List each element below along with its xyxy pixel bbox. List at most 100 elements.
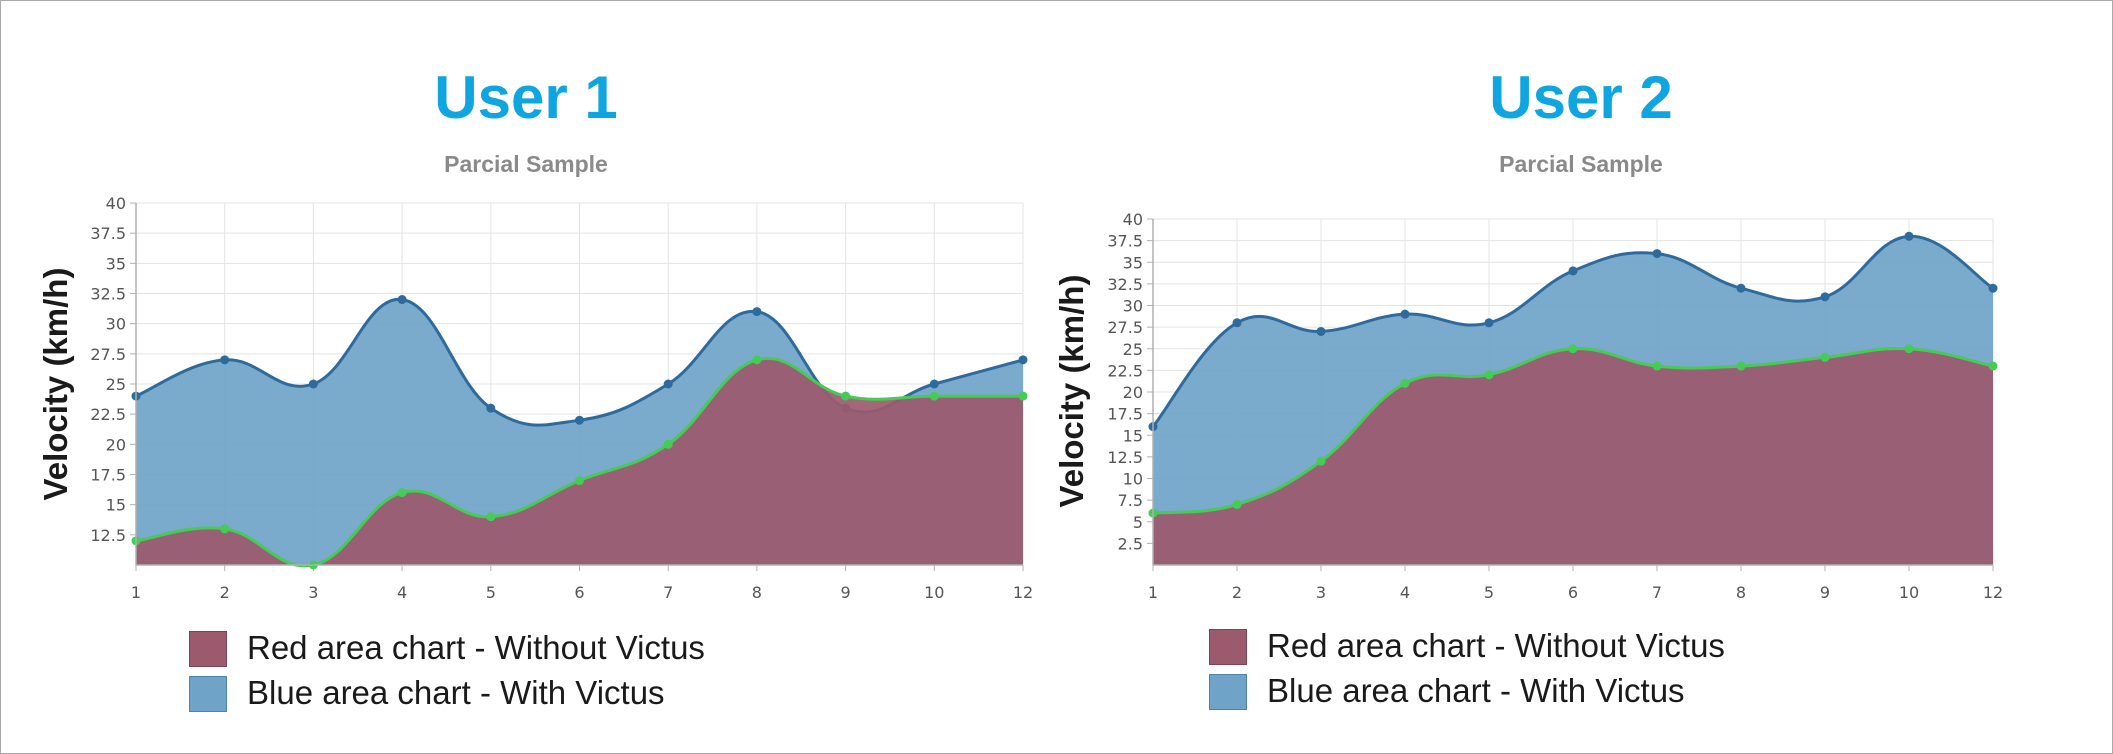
x-tick-label: 7: [663, 583, 673, 602]
data-point-blue: [1820, 292, 1830, 302]
x-tick-label: 10: [924, 583, 944, 602]
y-tick-label: 10: [1123, 470, 1143, 489]
data-point-red: [486, 512, 496, 522]
y-tick-label: 30: [1123, 297, 1143, 316]
y-tick-label: 27.5: [90, 345, 126, 364]
series-area-red: [136, 358, 1023, 566]
data-point-red: [397, 488, 407, 498]
data-point-blue: [663, 379, 673, 389]
chart-title: User 1: [434, 64, 618, 131]
chart-subtitle: Parcial Sample: [444, 151, 608, 177]
legend-swatch-blue: [189, 676, 227, 712]
y-tick-label: 17.5: [1107, 405, 1143, 424]
data-point-red: [1820, 352, 1830, 362]
x-tick-label: 4: [1400, 583, 1410, 602]
x-tick-label: 1: [1148, 583, 1158, 602]
y-tick-label: 30: [106, 315, 126, 334]
x-tick-label: 3: [1316, 583, 1326, 602]
y-tick-label: 22.5: [90, 405, 126, 424]
y-tick-label: 22.5: [1107, 361, 1143, 380]
y-tick-label: 40: [1123, 210, 1143, 229]
data-point-blue: [1736, 283, 1746, 293]
data-point-blue: [929, 379, 939, 389]
y-tick-label: 37.5: [1107, 232, 1143, 251]
data-point-blue: [486, 403, 496, 413]
data-point-blue: [1018, 355, 1028, 365]
data-point-red: [1652, 361, 1662, 371]
legend-label-blue: Blue area chart - With Victus: [247, 674, 665, 711]
y-tick-label: 7.5: [1118, 491, 1143, 510]
x-tick-label: 9: [841, 583, 851, 602]
legend-swatch-red: [189, 631, 227, 667]
y-tick-label: 12.5: [1107, 448, 1143, 467]
data-point-red: [1316, 456, 1326, 466]
data-point-blue: [1484, 318, 1494, 328]
data-point-red: [929, 391, 939, 401]
y-tick-label: 32.5: [1107, 275, 1143, 294]
x-tick-label: 3: [308, 583, 318, 602]
x-tick-label: 5: [1484, 583, 1494, 602]
data-point-blue: [1316, 326, 1326, 336]
y-tick-label: 40: [106, 194, 126, 213]
data-point-red: [1018, 391, 1028, 401]
x-tick-label: 6: [1568, 583, 1578, 602]
data-point-blue: [1400, 309, 1410, 319]
y-tick-label: 27.5: [1107, 318, 1143, 337]
y-tick-label: 15: [1123, 426, 1143, 445]
y-tick-label: 32.5: [90, 285, 126, 304]
chart-panel-user-1: User 1 Parcial Sample Velocity (km/h) 12…: [1, 1, 1051, 753]
y-tick-label: 17.5: [90, 466, 126, 485]
chart-panel-user-2: User 2 Parcial Sample Velocity (km/h) 2.…: [1051, 1, 2111, 753]
area-chart-plot: 2.557.51012.51517.52022.52527.53032.5353…: [1107, 210, 2003, 602]
data-point-red: [663, 439, 673, 449]
data-point-blue: [575, 415, 584, 425]
y-tick-label: 15: [106, 496, 126, 515]
legend-label-blue: Blue area chart - With Victus: [1267, 672, 1685, 709]
data-point-blue: [752, 307, 762, 317]
data-point-red: [220, 524, 230, 534]
data-point-blue: [397, 295, 407, 305]
data-point-blue: [1652, 249, 1662, 259]
legend-swatch-red: [1209, 629, 1247, 665]
data-point-red: [752, 355, 762, 365]
x-tick-label: 8: [1736, 583, 1746, 602]
data-point-red: [1400, 378, 1410, 388]
data-point-red: [1484, 370, 1494, 380]
y-tick-label: 20: [106, 435, 126, 454]
x-tick-label: 8: [752, 583, 762, 602]
y-tick-label: 25: [1123, 340, 1143, 359]
x-tick-label: 12: [1013, 583, 1033, 602]
chart-subtitle: Parcial Sample: [1499, 151, 1663, 177]
x-tick-label: 12: [1983, 583, 2003, 602]
y-tick-label: 12.5: [90, 526, 126, 545]
y-tick-label: 2.5: [1118, 534, 1143, 553]
x-tick-label: 2: [1232, 583, 1242, 602]
chart-title: User 2: [1489, 64, 1673, 131]
data-point-blue: [220, 355, 230, 365]
y-tick-label: 37.5: [90, 224, 126, 243]
y-tick-label: 35: [106, 254, 126, 273]
data-point-red: [1904, 344, 1914, 354]
x-tick-label: 5: [486, 583, 496, 602]
data-point-blue: [1904, 231, 1914, 241]
series-area-red: [1153, 348, 1993, 565]
y-tick-label: 25: [106, 375, 126, 394]
data-point-red: [1736, 361, 1746, 371]
data-point-blue: [1568, 266, 1578, 276]
data-point-red: [841, 391, 851, 401]
x-tick-label: 1: [131, 583, 141, 602]
data-point-red: [1988, 361, 1998, 371]
data-point-red: [575, 476, 584, 486]
x-tick-label: 4: [397, 583, 407, 602]
x-tick-label: 10: [1899, 583, 1919, 602]
data-point-red: [1232, 499, 1242, 509]
legend-label-red: Red area chart - Without Victus: [1267, 627, 1725, 664]
x-tick-label: 9: [1820, 583, 1830, 602]
y-tick-label: 5: [1133, 513, 1143, 532]
data-point-blue: [308, 379, 318, 389]
y-tick-label: 20: [1123, 383, 1143, 402]
data-point-blue: [1988, 283, 1998, 293]
y-tick-label: 35: [1123, 253, 1143, 272]
